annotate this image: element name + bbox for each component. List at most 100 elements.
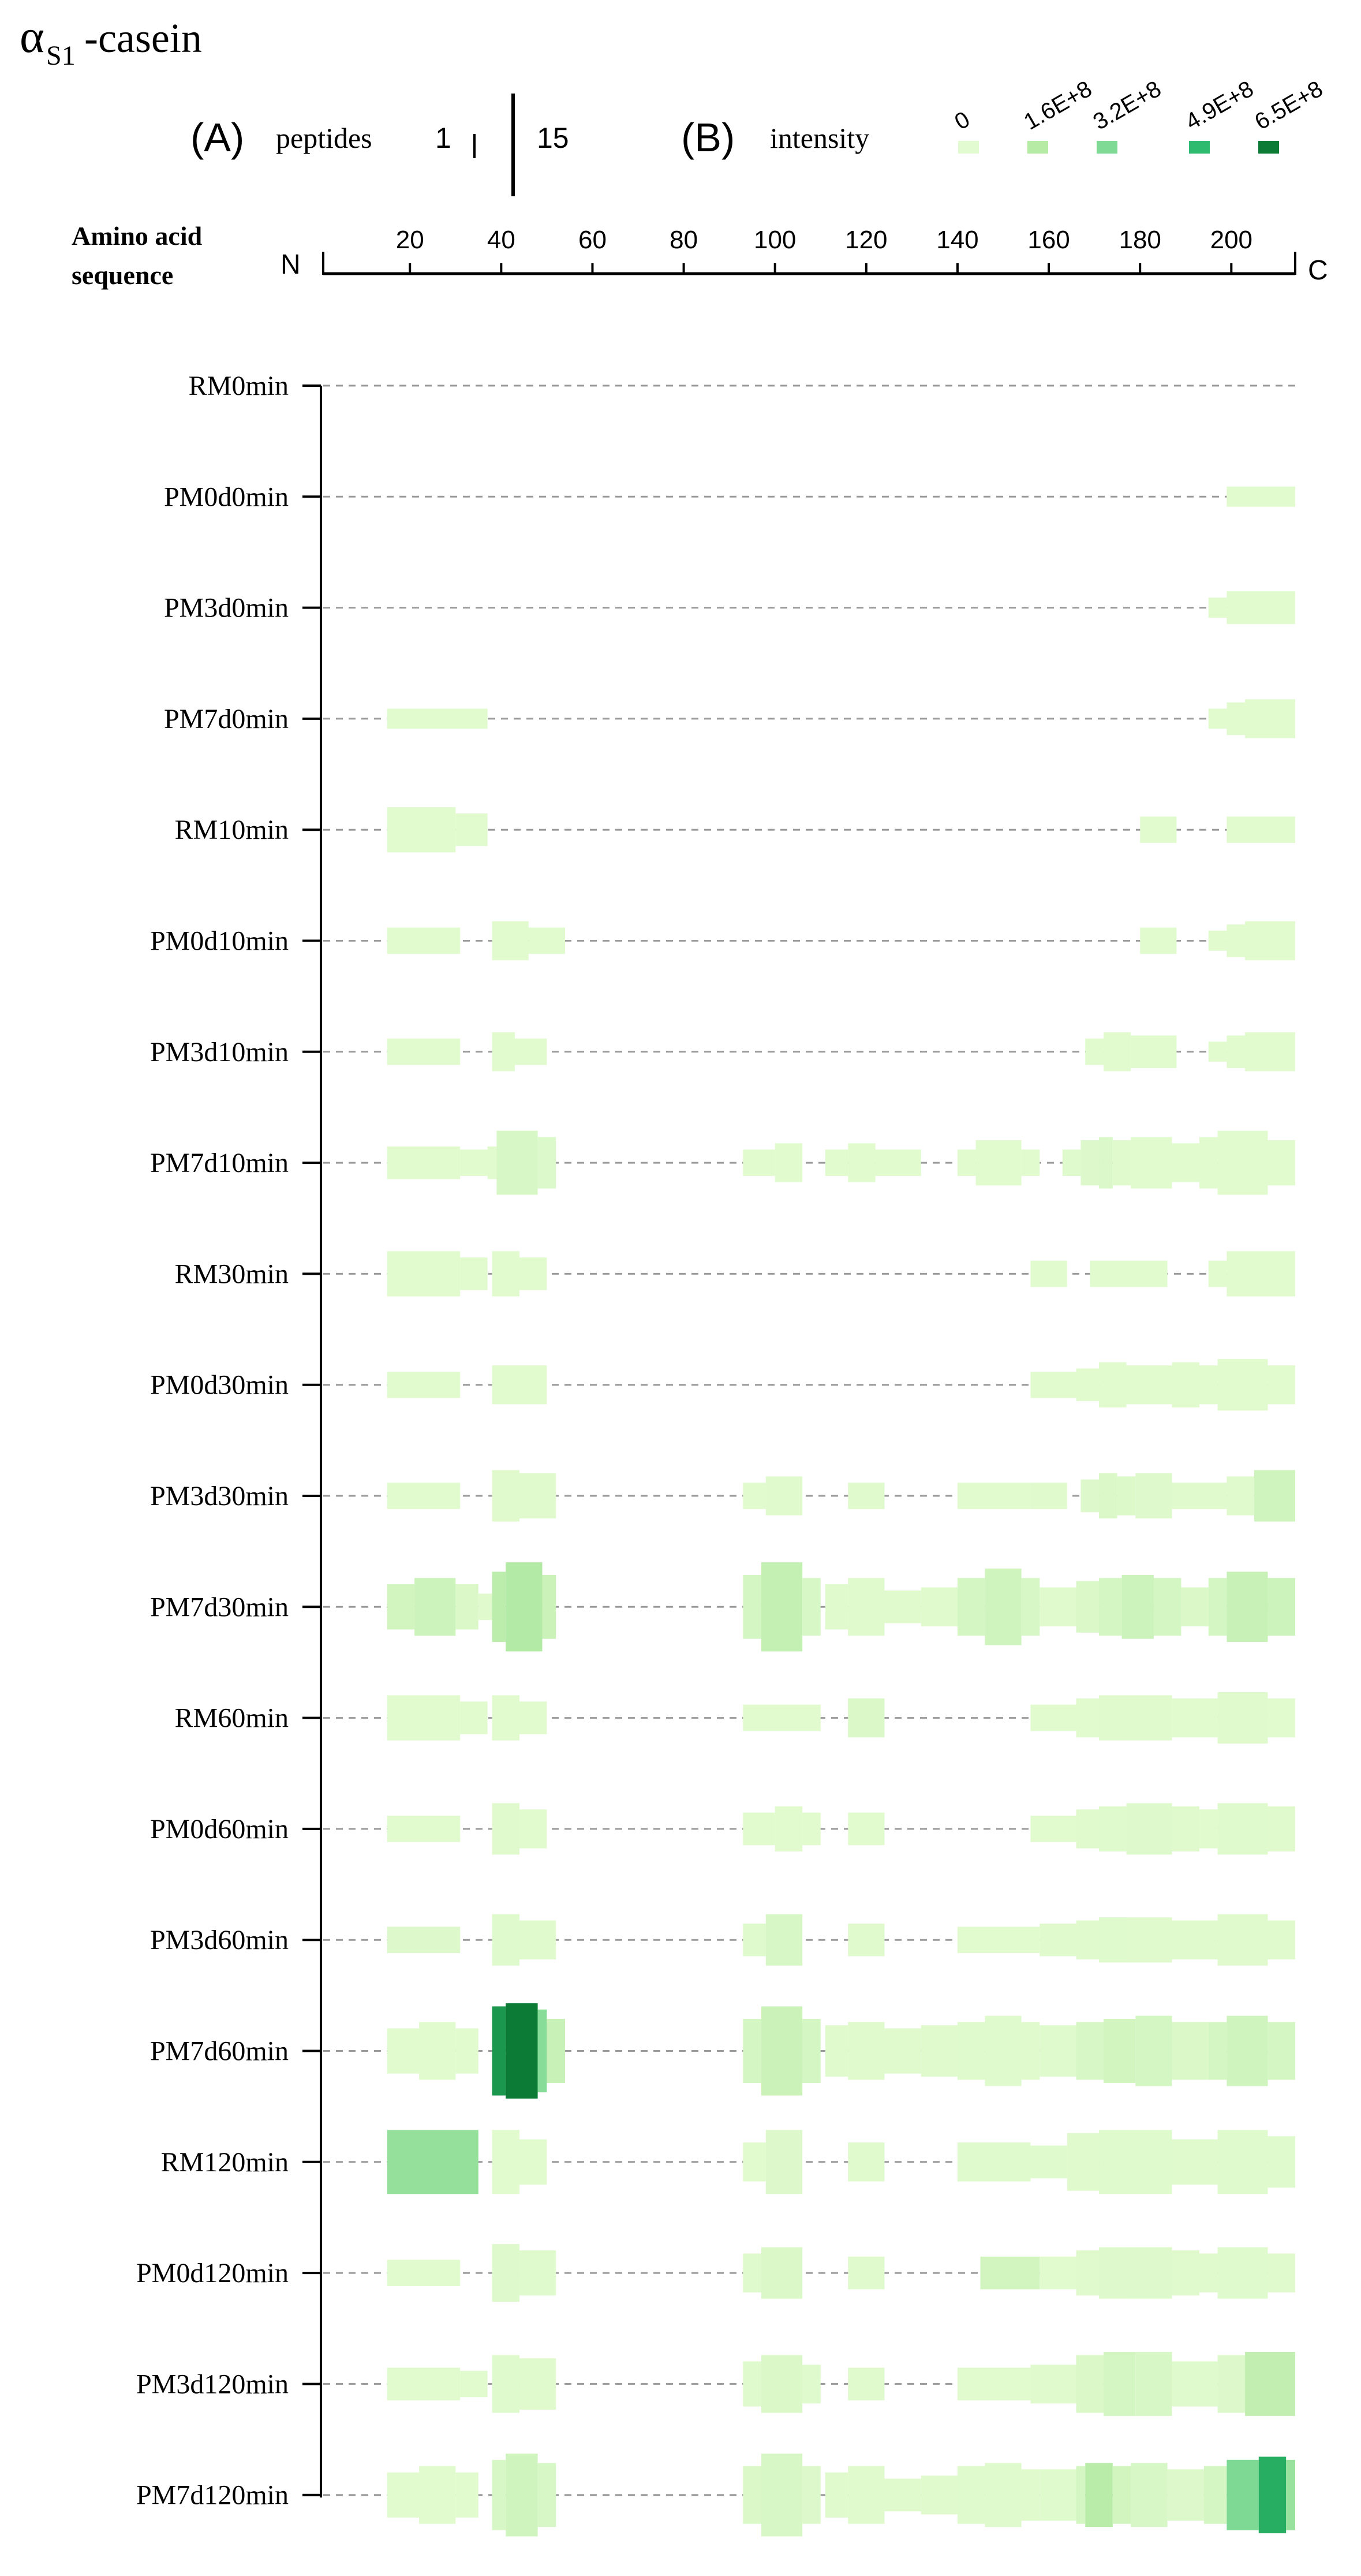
peptide-segment: [1131, 1035, 1177, 1069]
peptide-segment: [496, 1130, 538, 1195]
peptide-segment: [743, 1149, 775, 1176]
peptide-segment: [985, 2015, 1022, 2086]
peptide-segment: [1267, 1920, 1295, 1959]
title-subscript: S1: [46, 40, 76, 71]
peptide-segment: [957, 1578, 985, 1636]
peptide-segment: [761, 2355, 803, 2413]
peptide-segment: [957, 1149, 976, 1176]
sample-row: RM10min: [175, 807, 1295, 853]
legend-a-label: (A): [190, 115, 244, 160]
sample-row: PM0d10min: [150, 921, 1295, 961]
peptide-segment: [957, 2368, 1031, 2400]
peptide-segment: [957, 2022, 985, 2080]
peptide-segment: [506, 1562, 543, 1652]
peptide-segment: [1172, 1143, 1199, 1182]
peptide-segment: [387, 1695, 461, 1741]
peptide-segment: [1131, 1137, 1172, 1189]
sample-row: PM7d30min: [150, 1562, 1295, 1652]
peptide-segment: [1227, 1571, 1268, 1642]
sample-label: RM30min: [175, 1259, 289, 1289]
peptide-segment: [1227, 1035, 1246, 1069]
peptide-segment: [1099, 2247, 1127, 2299]
peptide-segment: [921, 1587, 958, 1627]
intensity-swatch: [1097, 141, 1117, 154]
peptide-segment: [519, 1701, 547, 1734]
peptide-segment: [825, 1149, 848, 1176]
peptide-segment: [1140, 927, 1177, 954]
legend-peptides: (A) peptides 1 15: [190, 94, 569, 196]
peptide-segment: [743, 2019, 761, 2083]
axis-c-label: C: [1308, 255, 1328, 286]
peptide-segment: [492, 2355, 519, 2413]
intensity-tick-label: 3.2E+8: [1089, 76, 1166, 135]
peptide-segment: [1217, 1359, 1268, 1411]
peptide-segment: [1099, 1917, 1127, 1963]
sample-label: PM3d30min: [150, 1481, 289, 1511]
peptide-segment: [1126, 2130, 1172, 2194]
axis-ticks: 20 40 60 80 100 120 140 160 180 200: [322, 226, 1296, 275]
peptide-segment: [1085, 1038, 1104, 1065]
peptide-segment: [1172, 2022, 1209, 2080]
peptide-segment: [1227, 2015, 1268, 2086]
peptide-segment: [848, 1483, 885, 1509]
sample-row: PM7d0min: [164, 699, 1295, 738]
peptide-segment: [1217, 1914, 1268, 1966]
peptide-segment: [387, 708, 488, 729]
peptide-segment: [1135, 2015, 1172, 2086]
peptide-segment: [761, 2453, 803, 2537]
sequence-axis: Amino acid sequence N C 20 40 60 80 100 120 14…: [72, 221, 1328, 290]
peptide-segment: [419, 2022, 456, 2080]
peptide-segment: [1030, 1816, 1076, 1842]
sample-label: RM60min: [175, 1703, 289, 1734]
peptide-segment: [537, 1137, 556, 1189]
peptide-segment: [1203, 2466, 1227, 2524]
peptide-segment: [1267, 1365, 1295, 1405]
peptide-segment: [1021, 1578, 1040, 1636]
peptide-segment: [884, 2028, 921, 2074]
peptide-segment: [848, 2466, 885, 2524]
peptide-segment: [848, 2142, 885, 2182]
peptide-segment: [1030, 1704, 1076, 1731]
peptide-segment: [775, 1806, 803, 1852]
peptide-segment: [848, 1143, 876, 1182]
peptide-segment: [1076, 1920, 1100, 1959]
peptide-segment: [765, 1476, 803, 1515]
peptide-segment: [848, 2256, 885, 2290]
peptide-segment: [492, 2244, 519, 2302]
sample-label: RM10min: [175, 815, 289, 845]
peptide-segment: [1135, 1473, 1172, 1519]
peptide-segment: [825, 1584, 848, 1630]
peptide-segment: [1076, 2466, 1086, 2524]
peptide-segment: [921, 2025, 958, 2077]
peptide-segment: [519, 1809, 547, 1849]
peptide-segment: [761, 1562, 803, 1652]
peptide-segment: [515, 1038, 547, 1065]
peptide-segment: [519, 2139, 547, 2185]
axis-tick-label: 60: [578, 226, 607, 254]
sample-row: RM60min: [175, 1692, 1295, 1744]
peptide-segment: [848, 2022, 885, 2080]
peptide-segment: [743, 2466, 761, 2524]
sample-rows: RM0min PM0d0min PM3d0min PM7d0min RM10min PM0…: [136, 371, 1295, 2537]
peptide-segment: [387, 1371, 461, 1398]
sample-row: PM0d60min: [150, 1803, 1295, 1855]
legend-peptide-min-bar: [473, 134, 476, 158]
peptide-segment: [1135, 2351, 1172, 2416]
peptide-segment: [980, 2256, 1040, 2290]
peptide-segment: [1208, 1260, 1227, 1287]
sample-row: RM0min: [189, 371, 1295, 401]
axis-tick-label: 100: [754, 226, 796, 254]
peptide-segment: [802, 1812, 821, 1846]
sample-label: PM0d10min: [150, 926, 289, 957]
peptide-segment: [542, 1574, 556, 1639]
peptide-segment: [387, 2260, 461, 2286]
peptide-segment: [848, 1812, 885, 1846]
sample-label: RM0min: [189, 371, 289, 401]
peptide-segment: [985, 1569, 1022, 1645]
peptide-segment: [455, 1584, 478, 1630]
peptide-segment: [1199, 1920, 1218, 1959]
title-alpha: α: [20, 10, 44, 62]
peptide-segment: [492, 1470, 519, 1522]
peptide-segment: [492, 1251, 519, 1297]
sample-label: PM3d10min: [150, 1037, 289, 1067]
